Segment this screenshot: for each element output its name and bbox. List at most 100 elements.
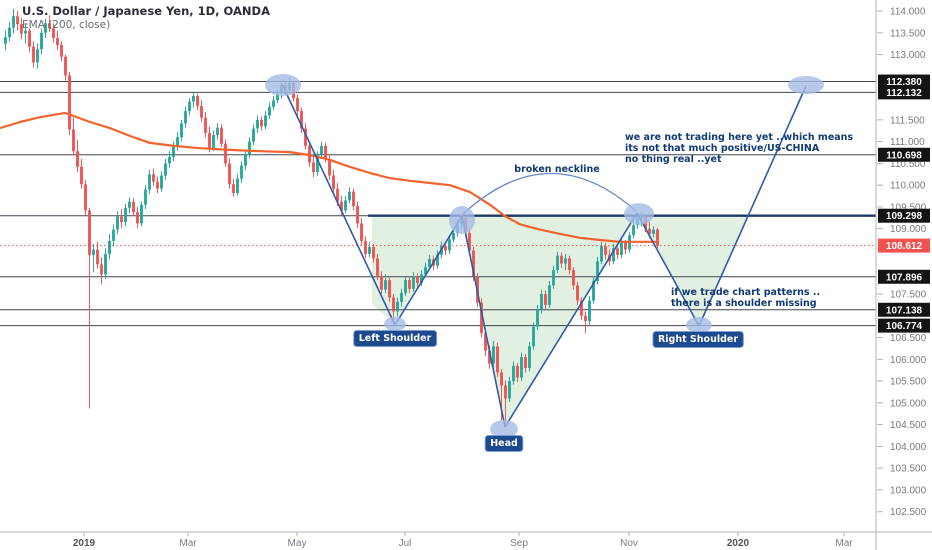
pattern-label-bg [652,331,744,348]
trend-line[interactable] [281,83,396,326]
candle-body [44,23,47,33]
candle-body [132,201,135,213]
candle-body [620,242,623,255]
price-axis[interactable]: 114.000 113.500 113.000 111.500 111.000 110.5… [875,0,930,550]
candle-body [56,37,59,45]
candle-body [560,255,563,264]
candle-body [196,95,199,106]
candle-body [556,255,559,271]
candle-body [188,101,191,112]
pattern-label-text: Right Shoulder [658,334,738,345]
candle-body [120,216,123,223]
candle-body [24,30,27,34]
highlight-ellipse[interactable] [686,317,712,333]
candle-body [116,216,119,230]
price-tick-label: 110.000 [890,181,926,192]
candle-body [388,280,391,298]
price-badge [878,74,930,89]
pattern-label-right-shoulder[interactable]: Right Shoulder [652,331,744,348]
trend-line[interactable] [394,215,463,326]
pattern-label-left-shoulder[interactable]: Left Shoulder [353,330,438,347]
time-tick-label: Jul [399,538,412,549]
candle-body [236,178,239,193]
candle-body [192,95,195,102]
candle-body [4,37,7,44]
price-badge-label: 109.298 [886,211,923,222]
note-broken-neckline[interactable]: broken neckline [514,164,599,175]
candle-body [20,24,23,34]
candle-body [416,276,419,284]
highlight-ellipse[interactable] [490,420,518,438]
candle-body [336,188,339,202]
price-tick-label: 114.000 [890,7,926,18]
trend-line[interactable] [504,212,638,428]
trend-line[interactable] [698,85,807,327]
price-tick-label: 104.000 [890,442,927,453]
price-tick-label: 113.000 [890,50,926,61]
candle-body [296,98,299,112]
trend-line[interactable] [636,212,700,327]
candle-body [328,159,331,176]
candle-body [452,233,455,240]
pattern-label-head[interactable]: Head [484,435,524,452]
note-shoulder-missing[interactable]: if we trade chart patterns .. [671,287,820,298]
highlight-ellipse[interactable] [384,317,406,331]
time-axis[interactable]: 2019 Mar May Jul Sep Nov 2020 Mar [0,531,932,549]
candle-body [156,181,159,189]
candle-body [96,249,99,265]
candle-body [396,301,399,312]
highlight-ellipse[interactable] [265,74,301,96]
time-tick-label: Mar [179,538,197,549]
candle-body [596,261,599,281]
candle-body [592,280,595,301]
candle-body [376,258,379,276]
candle-body [88,210,91,255]
price-tick-label: 105.000 [890,398,927,409]
candle-body [524,357,527,369]
highlight-ellipse[interactable] [449,206,475,234]
candle-body [572,270,575,286]
candle-body [112,229,115,241]
price-badge [878,238,930,253]
ema-200-line [0,111,658,243]
candle-body [316,154,319,173]
price-tick-label: 109.000 [890,224,927,235]
price-tick-label: 102.500 [890,507,927,518]
price-badge [878,318,930,333]
highlight-ellipse[interactable] [624,203,654,225]
candle-body [204,117,207,133]
note-no-trading[interactable]: we are not trading here yet ..which mean… [625,132,853,143]
price-badge-label: 112.380 [886,77,922,88]
price-badge-label: 107.138 [886,305,923,316]
candle-body [472,250,475,277]
price-tick-label: 113.500 [890,28,926,39]
neckline-arc[interactable] [462,172,638,215]
price-tick-label: 104.500 [890,420,927,431]
candle-body [488,350,491,364]
candle-body [152,174,155,182]
candle-body [564,258,567,264]
candle-body [552,270,555,286]
candle-body [48,23,51,29]
candle-body [76,151,79,167]
trend-line[interactable] [461,215,506,428]
candle-body [656,229,659,246]
highlight-ellipse[interactable] [788,76,824,94]
price-tick-label: 106.500 [890,333,927,344]
pattern-highlight-area[interactable] [372,215,748,427]
candle-body [84,184,87,211]
candle-body [220,127,223,144]
candle-body [224,143,227,164]
note-no-trading[interactable]: no thing real ..yet [625,154,722,165]
note-shoulder-missing[interactable]: there is a shoulder missing [671,298,817,309]
time-tick-label: Sep [510,538,528,549]
candle-body [420,274,423,284]
candle-body [168,156,171,164]
candle-body [16,16,19,25]
candle-body [380,275,383,290]
candle-body [248,141,251,155]
note-no-trading[interactable]: its not that much positive/US-CHINA [625,143,820,154]
candle-body [172,145,175,157]
candle-body [536,309,539,327]
